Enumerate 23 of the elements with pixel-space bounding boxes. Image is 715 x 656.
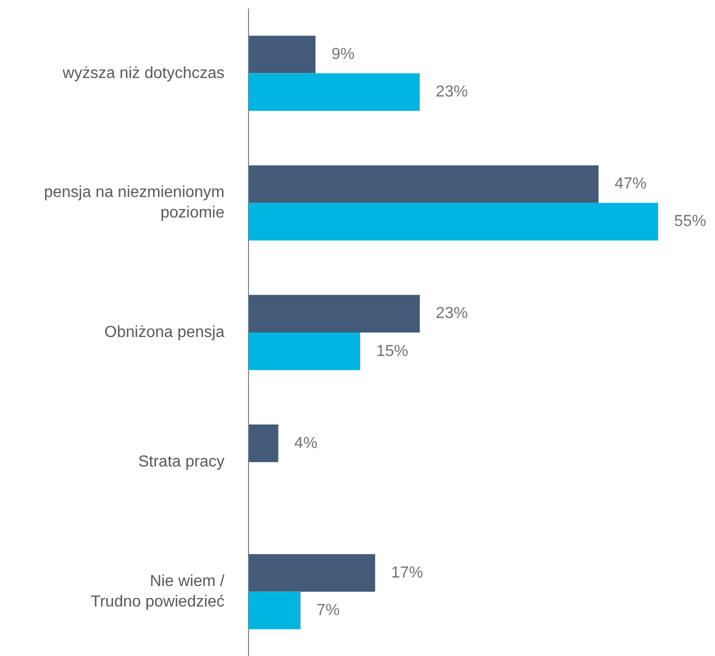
data-label: 17% xyxy=(391,564,424,582)
bar xyxy=(248,592,301,630)
data-label: 9% xyxy=(332,46,355,64)
bar xyxy=(248,332,360,370)
bar xyxy=(248,424,278,462)
bar xyxy=(248,36,316,74)
data-label: 55% xyxy=(674,213,706,230)
data-label: 23% xyxy=(436,84,468,101)
data-label: 7% xyxy=(316,602,340,619)
bar xyxy=(248,202,658,240)
y-tick-label: pensja na niezmienionym poziomie xyxy=(44,184,225,222)
bar xyxy=(248,294,420,332)
bar xyxy=(248,554,376,592)
bar xyxy=(248,73,420,111)
bar xyxy=(248,165,599,203)
data-label: 15% xyxy=(376,342,408,360)
data-label: 4% xyxy=(294,434,318,452)
y-tick-label: Strata pracy xyxy=(138,454,225,471)
data-label: 23% xyxy=(436,305,468,322)
data-label: 47% xyxy=(614,176,647,193)
y-tick-label: Obniżona pensja xyxy=(104,324,225,341)
y-tick-label: Nie wiem / Trudno powiedzieć xyxy=(90,573,226,610)
y-tick-label: wyższa niż dotychczas xyxy=(62,64,225,82)
